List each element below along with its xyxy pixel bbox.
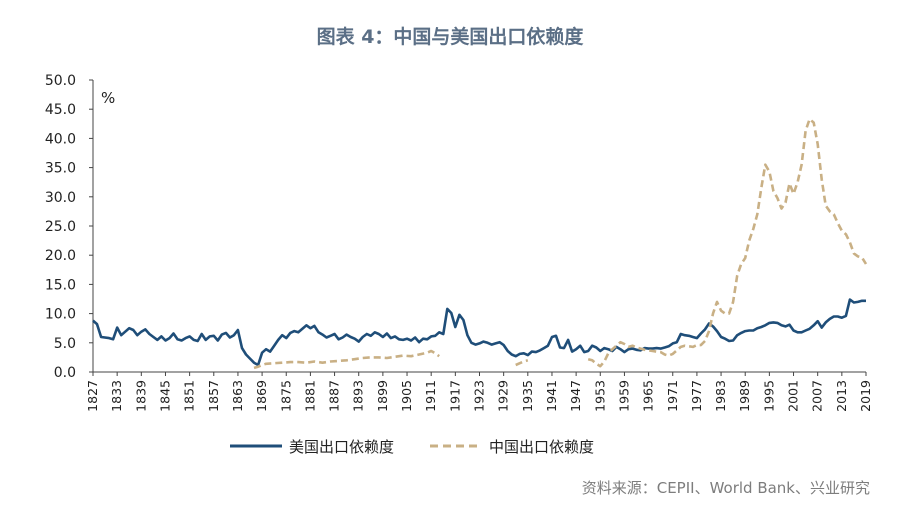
y-tick-label: 30.0 bbox=[45, 190, 76, 206]
series-layer bbox=[92, 117, 868, 370]
y-tick-label: 50.0 bbox=[45, 73, 76, 89]
x-tick-label: 1989 bbox=[737, 380, 752, 412]
x-axis-ticks: 1827 1833 1839 1845 1851 1857 1863 1869 1875 1881… bbox=[85, 372, 873, 412]
x-tick-label: 1905 bbox=[399, 380, 414, 412]
series-line bbox=[253, 349, 440, 370]
chart-title: 图表 4：中国与美国出口依赖度 bbox=[316, 26, 584, 48]
y-tick-label: 25.0 bbox=[45, 219, 76, 235]
x-tick-label: 1899 bbox=[375, 380, 390, 412]
legend-label: 中国出口依赖度 bbox=[489, 438, 594, 456]
x-tick-label: 1863 bbox=[230, 380, 245, 412]
x-tick-label: 1845 bbox=[157, 380, 172, 412]
x-tick-label: 1923 bbox=[472, 380, 487, 412]
y-axis-unit-label: % bbox=[101, 89, 115, 107]
x-tick-label: 1971 bbox=[665, 380, 680, 412]
legend-label: 美国出口依赖度 bbox=[289, 438, 394, 456]
x-tick-label: 2013 bbox=[834, 380, 849, 412]
x-tick-label: 2007 bbox=[810, 380, 825, 412]
x-tick-label: 1827 bbox=[85, 380, 100, 412]
x-tick-label: 2001 bbox=[786, 380, 801, 412]
y-axis-ticks: 0.0 5.0 10.0 15.0 20.0 25.0 30.0 35.0 40.0 45.0 50… bbox=[45, 73, 93, 381]
x-tick-label: 1833 bbox=[109, 380, 124, 412]
x-tick-label: 1941 bbox=[544, 380, 559, 412]
series-china-export-dependency bbox=[253, 117, 868, 370]
x-tick-label: 1893 bbox=[351, 380, 366, 412]
y-tick-label: 15.0 bbox=[45, 277, 76, 293]
series-us-export-dependency bbox=[92, 298, 866, 367]
x-tick-label: 1983 bbox=[713, 380, 728, 412]
y-tick-label: 5.0 bbox=[54, 336, 76, 352]
x-tick-label: 1911 bbox=[423, 380, 438, 412]
series-line bbox=[587, 117, 868, 368]
x-tick-label: 1917 bbox=[447, 380, 462, 412]
y-tick-label: 0.0 bbox=[54, 365, 76, 381]
x-tick-label: 1965 bbox=[641, 380, 656, 412]
series-line bbox=[92, 298, 866, 367]
source-note: 资料来源：CEPII、World Bank、兴业研究 bbox=[581, 479, 870, 497]
x-tick-label: 1953 bbox=[592, 380, 607, 412]
y-tick-label: 40.0 bbox=[45, 131, 76, 147]
x-tick-label: 1929 bbox=[496, 380, 511, 412]
series-line bbox=[515, 359, 529, 367]
x-tick-label: 1875 bbox=[278, 380, 293, 412]
y-tick-label: 35.0 bbox=[45, 161, 76, 177]
chart-axes bbox=[92, 80, 866, 373]
x-tick-label: 1839 bbox=[133, 380, 148, 412]
x-tick-label: 1869 bbox=[254, 380, 269, 412]
x-tick-label: 1857 bbox=[206, 380, 221, 412]
legend: 美国出口依赖度 中国出口依赖度 bbox=[230, 438, 594, 456]
x-tick-label: 1881 bbox=[302, 380, 317, 412]
x-tick-label: 1977 bbox=[689, 380, 704, 412]
x-tick-label: 1935 bbox=[520, 380, 535, 412]
x-tick-label: 1947 bbox=[568, 380, 583, 412]
x-tick-label: 1887 bbox=[327, 380, 342, 412]
x-tick-label: 1995 bbox=[761, 380, 776, 412]
y-tick-label: 45.0 bbox=[45, 102, 76, 118]
x-tick-label: 1959 bbox=[616, 380, 631, 412]
x-tick-label: 1851 bbox=[182, 380, 197, 412]
y-tick-label: 10.0 bbox=[45, 307, 76, 323]
y-tick-label: 20.0 bbox=[45, 248, 76, 264]
x-tick-label: 2019 bbox=[858, 380, 873, 412]
